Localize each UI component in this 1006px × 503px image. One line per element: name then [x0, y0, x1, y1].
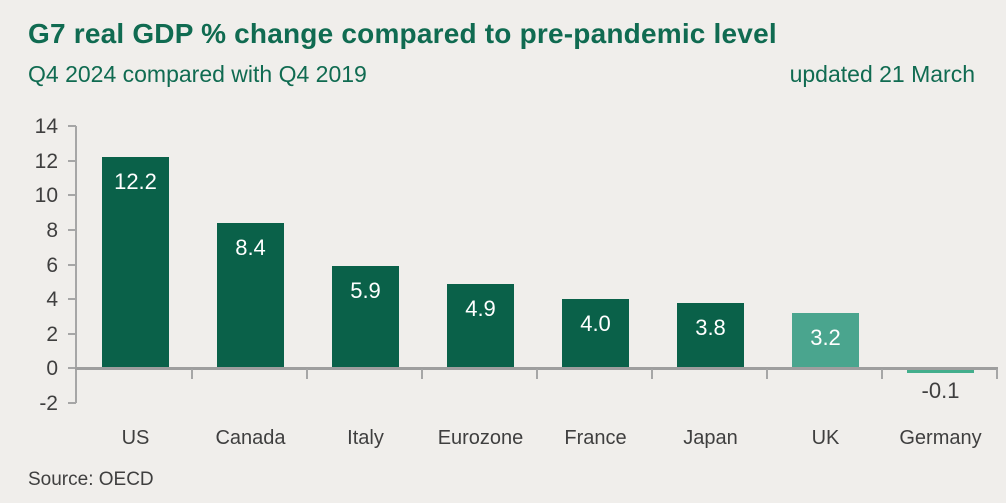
x-axis-tick — [996, 369, 998, 380]
x-axis-tick — [651, 369, 653, 380]
x-tick-label: UK — [811, 427, 840, 449]
bar-value-label: 8.4 — [235, 234, 266, 260]
y-axis-tick — [68, 263, 76, 266]
bar — [217, 222, 284, 369]
x-tick-label: Italy — [347, 427, 384, 449]
chart-subtitle: Q4 2024 compared with Q4 2019 — [28, 61, 367, 87]
chart-title: G7 real GDP % change compared to pre-pan… — [28, 18, 777, 49]
bar-value-label: 4.0 — [580, 311, 611, 337]
x-tick-label: Eurozone — [437, 427, 524, 449]
bar — [332, 266, 399, 369]
y-tick-label: 12 — [34, 149, 58, 173]
y-tick-label: 2 — [46, 322, 58, 346]
bar — [907, 370, 974, 374]
bar — [447, 283, 514, 369]
bar-value-label: 4.9 — [465, 295, 496, 321]
subtitle-row: Q4 2024 compared with Q4 2019 updated 21… — [28, 61, 975, 88]
y-axis-tick — [68, 125, 76, 127]
updated-note: updated 21 March — [789, 61, 975, 87]
x-axis-tick — [306, 369, 308, 380]
y-axis — [75, 126, 77, 403]
x-tick-label: Japan — [683, 427, 738, 449]
y-tick-label: 4 — [46, 288, 58, 312]
y-axis-tick — [68, 367, 76, 370]
x-tick-label: US — [121, 427, 150, 449]
x-tick-label: France — [564, 427, 627, 449]
y-axis-tick — [68, 194, 76, 197]
bar-value-label: 12.2 — [114, 169, 157, 195]
x-tick-label: Germany — [899, 427, 982, 449]
x-axis-tick — [536, 369, 538, 380]
bar-value-label: 3.8 — [695, 314, 726, 340]
x-axis-tick — [881, 369, 883, 380]
source-note: Source: OECD — [28, 469, 154, 490]
x-axis-tick — [421, 369, 423, 380]
y-tick-label: 8 — [46, 218, 58, 242]
bar-value-label: 5.9 — [350, 278, 381, 304]
bar — [102, 157, 169, 369]
x-axis-tick — [766, 369, 768, 380]
y-tick-label: 6 — [46, 253, 58, 277]
y-axis-tick — [68, 159, 76, 162]
bar-value-label: 3.2 — [810, 324, 841, 350]
y-axis-tick — [68, 228, 76, 231]
bar — [677, 302, 744, 369]
y-tick-label: 10 — [34, 184, 58, 208]
y-tick-label: -2 — [39, 392, 58, 415]
y-tick-label: 0 — [46, 357, 58, 381]
y-tick-label: 14 — [34, 115, 58, 138]
bar — [792, 312, 859, 369]
x-axis — [75, 367, 998, 371]
bar — [562, 299, 629, 369]
bar-value-label: -0.1 — [921, 378, 960, 404]
y-axis-tick — [68, 332, 76, 335]
x-axis-tick — [191, 369, 193, 380]
y-axis-tick — [68, 298, 76, 301]
y-axis-tick — [68, 402, 76, 404]
x-tick-label: Canada — [215, 427, 286, 449]
